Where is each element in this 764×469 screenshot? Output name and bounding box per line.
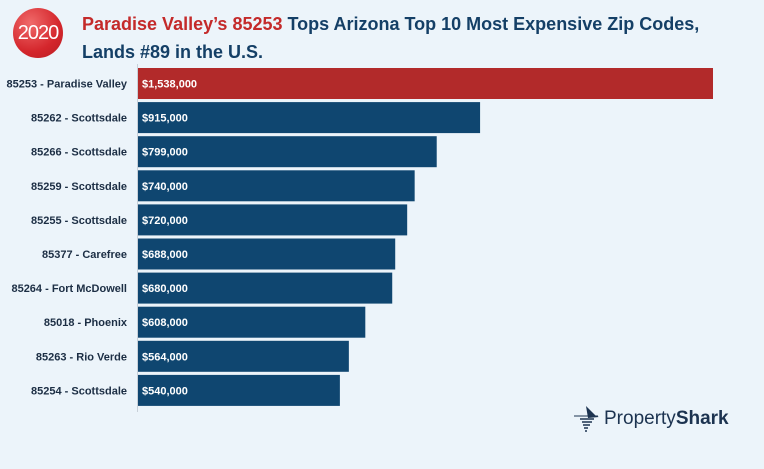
bar — [138, 170, 415, 202]
bar — [138, 340, 349, 372]
title-line2: Lands #89 in the U.S. — [82, 42, 264, 62]
propertyshark-logo: PropertyShark — [574, 404, 729, 434]
year-badge: 2020 — [13, 8, 63, 58]
logo-text-property: Property — [604, 408, 676, 429]
category-label: 85264 - Fort McDowell — [11, 283, 127, 295]
bar — [138, 238, 396, 270]
category-label: 85377 - Carefree — [42, 249, 127, 261]
chart-title: Paradise Valley’s 85253 Tops Arizona Top… — [82, 10, 699, 66]
category-label: 85255 - Scottsdale — [31, 215, 127, 227]
value-label: $915,000 — [142, 113, 188, 125]
value-label: $608,000 — [142, 317, 188, 329]
bar — [138, 102, 481, 134]
category-label: 85263 - Rio Verde — [36, 351, 127, 363]
bar — [138, 204, 408, 236]
title-highlight: Paradise Valley’s 85253 — [82, 14, 283, 34]
bar — [138, 136, 437, 168]
value-label: $564,000 — [142, 351, 188, 363]
bar — [138, 68, 713, 99]
shark-fin-icon — [574, 406, 599, 432]
logo-text-shark: Shark — [675, 408, 729, 429]
bar — [138, 374, 340, 406]
value-label: $540,000 — [142, 385, 188, 397]
category-label: 85266 - Scottsdale — [31, 147, 127, 159]
value-label: $799,000 — [142, 147, 188, 159]
value-label: $740,000 — [142, 181, 188, 193]
bar — [138, 272, 393, 304]
category-label: 85253 - Paradise Valley — [7, 79, 128, 91]
category-label: 85259 - Scottsdale — [31, 181, 127, 193]
category-label: 85262 - Scottsdale — [31, 113, 127, 125]
value-label: $1,538,000 — [142, 79, 197, 91]
value-label: $680,000 — [142, 283, 188, 295]
bar — [138, 306, 366, 338]
category-label: 85254 - Scottsdale — [31, 385, 127, 397]
value-label: $688,000 — [142, 249, 188, 261]
title-rest: Tops Arizona Top 10 Most Expensive Zip C… — [282, 14, 700, 34]
category-label: 85018 - Phoenix — [44, 317, 128, 329]
value-label: $720,000 — [142, 215, 188, 227]
